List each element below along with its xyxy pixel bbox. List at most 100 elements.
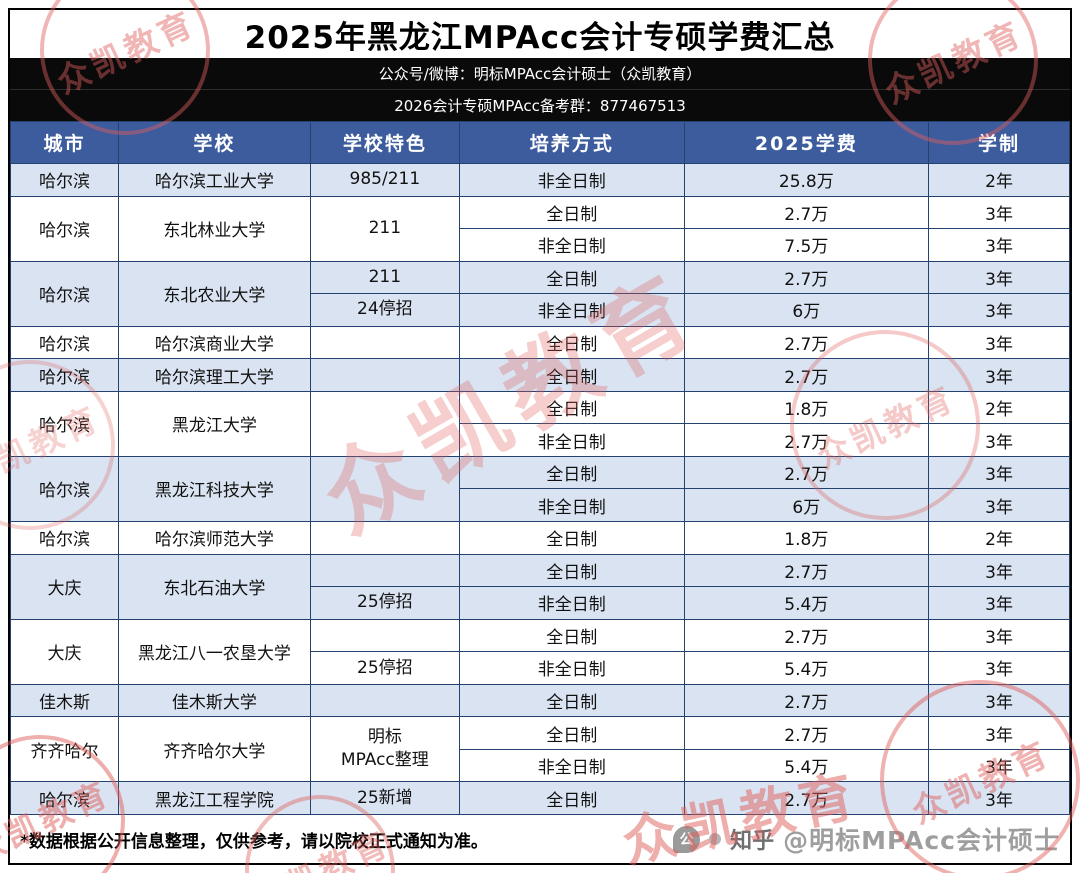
table-row: 哈尔滨 东北林业大学 211 全日制 2.7万 3年: [10, 195, 1070, 262]
cell-fee: 5.4万: [683, 586, 930, 620]
cell-city: 哈尔滨: [10, 163, 120, 197]
content-frame: 2025年黑龙江MPAcc会计专硕学费汇总 公众号/微博：明标MPAcc会计硕士…: [8, 8, 1072, 865]
cell-fee: 2.7万: [683, 325, 930, 360]
cell-school: 哈尔滨商业大学: [118, 325, 311, 360]
cell-school: 齐齐哈尔大学: [118, 716, 311, 783]
cell-duration: 3年: [928, 455, 1070, 490]
cell-duration: 3年: [928, 586, 1070, 620]
cell-mode: 全日制: [459, 358, 685, 392]
cell-city: 齐齐哈尔: [10, 716, 120, 783]
credit-block: 公 知乎 @明标MPAcc会计硕士: [673, 821, 1060, 857]
cell-school: 东北石油大学: [118, 553, 311, 620]
group-info-text: 2026会计专硕MPAcc备考群：877467513: [394, 97, 686, 115]
cell-duration: 3年: [928, 748, 1070, 783]
fee-table-head: 城市 学校 学校特色 培养方式 2025学费 学制: [10, 121, 1070, 164]
cell-feature: [309, 683, 461, 718]
cell-school: 哈尔滨理工大学: [118, 358, 311, 392]
table-row: 非全日制 7.5万 3年: [11, 228, 1070, 262]
cell-feature: [309, 521, 461, 555]
table-row: 25停招 非全日制 5.4万 3年: [11, 586, 1070, 620]
cell-mode: 全日制: [459, 325, 685, 360]
cell-feature: [309, 618, 461, 653]
cell-fee: 2.7万: [683, 618, 930, 653]
cell-fee: 2.7万: [683, 455, 930, 490]
cell-feature: [309, 358, 461, 392]
cell-duration: 3年: [928, 325, 1070, 360]
column-header-duration: 学制: [928, 121, 1070, 164]
table-row: 佳木斯 佳木斯大学 全日制 2.7万 3年: [10, 683, 1070, 718]
cell-fee: 7.5万: [683, 228, 930, 262]
page-title: 2025年黑龙江MPAcc会计专硕学费汇总: [244, 19, 836, 56]
cell-fee: 2.7万: [683, 358, 930, 392]
cell-feature: 25停招: [309, 586, 461, 620]
cell-school: 黑龙江大学: [118, 390, 311, 457]
table-row: 25停招 非全日制 5.4万 3年: [11, 651, 1070, 685]
cell-feature: 25新增: [309, 781, 461, 815]
dot-icon: [709, 833, 722, 845]
chat-bubble-icon: 公: [673, 825, 701, 853]
cell-mode: 非全日制: [459, 586, 685, 620]
cell-school: 黑龙江八一农垦大学: [118, 618, 311, 685]
cell-school: 哈尔滨师范大学: [118, 521, 311, 555]
cell-duration: 3年: [928, 195, 1070, 230]
cell-duration: 3年: [928, 358, 1070, 392]
cell-mode: 非全日制: [459, 293, 685, 327]
cell-duration: 3年: [928, 618, 1070, 653]
cell-duration: 2年: [928, 163, 1070, 197]
column-header-mode: 培养方式: [459, 121, 685, 164]
table-row: 大庆 黑龙江八一农垦大学 全日制 2.7万 3年: [10, 618, 1070, 685]
chat-bubble-glyph: 公: [679, 832, 694, 848]
cell-duration: 3年: [928, 553, 1070, 588]
cell-feature: 24停招: [309, 293, 461, 327]
cell-mode: 全日制: [459, 260, 685, 295]
cell-mode: 全日制: [459, 683, 685, 718]
cell-fee: 2.7万: [683, 716, 930, 750]
cell-duration: 3年: [928, 260, 1070, 295]
cell-fee: 6万: [683, 293, 930, 327]
cell-duration: 3年: [928, 683, 1070, 718]
cell-mode: 全日制: [459, 781, 685, 815]
table-row: 哈尔滨 哈尔滨师范大学 全日制 1.8万 2年: [10, 521, 1070, 555]
cell-city: 大庆: [10, 553, 120, 620]
cell-city: 佳木斯: [10, 683, 120, 718]
platform-label: 知乎: [730, 829, 775, 854]
cell-school: 哈尔滨工业大学: [118, 163, 311, 197]
table-row: 哈尔滨 黑龙江科技大学 全日制 2.7万 3年: [10, 455, 1070, 523]
account-info-text: 公众号/微博：明标MPAcc会计硕士（众凯教育）: [378, 65, 702, 83]
cell-feature: [309, 553, 461, 588]
cell-fee: 2.7万: [683, 423, 930, 457]
cell-feature: 985/211: [309, 163, 461, 197]
cell-fee: 1.8万: [683, 521, 930, 555]
cell-feature: 25停招: [309, 651, 461, 685]
table-row: 非全日制 5.4万 3年: [11, 748, 1070, 783]
table-row: 齐齐哈尔 齐齐哈尔大学 明标 MPAcc整理 全日制 2.7万 3年: [10, 716, 1070, 783]
table-row: 24停招 非全日制 6万 3年: [11, 293, 1070, 327]
cell-mode: 非全日制: [459, 748, 685, 783]
column-header-school: 学校: [118, 121, 311, 164]
cell-duration: 3年: [928, 716, 1070, 750]
table-row: 哈尔滨 黑龙江大学 全日制 1.8万 2年: [10, 390, 1070, 457]
column-header-feature: 学校特色: [309, 121, 461, 164]
cell-mode: 全日制: [459, 553, 685, 588]
table-row: 非全日制 6万 3年: [11, 488, 1070, 523]
cell-city: 哈尔滨: [10, 195, 120, 262]
cell-mode: 全日制: [459, 618, 685, 653]
cell-mode: 全日制: [459, 195, 685, 230]
account-info-bar: 公众号/微博：明标MPAcc会计硕士（众凯教育）: [10, 58, 1070, 89]
cell-mode: 全日制: [459, 716, 685, 750]
disclaimer-note: *数据根据公开信息整理，仅供参考，请以院校正式通知为准。: [20, 831, 488, 852]
table-row: 非全日制 2.7万 3年: [11, 423, 1070, 457]
cell-school: 佳木斯大学: [118, 683, 311, 718]
credit-handle: @明标MPAcc会计硕士: [783, 826, 1060, 855]
cell-mode: 非全日制: [459, 651, 685, 685]
cell-mode: 全日制: [459, 521, 685, 555]
cell-mode: 全日制: [459, 455, 685, 490]
cell-city: 哈尔滨: [10, 358, 120, 392]
cell-duration: 2年: [928, 390, 1070, 425]
cell-mode: 非全日制: [459, 228, 685, 262]
table-row: 哈尔滨 东北农业大学 211 全日制 2.7万 3年: [10, 260, 1070, 327]
table-row: 哈尔滨 哈尔滨理工大学 全日制 2.7万 3年: [10, 358, 1070, 392]
cell-mode: 非全日制: [459, 163, 685, 197]
cell-city: 哈尔滨: [10, 455, 120, 523]
